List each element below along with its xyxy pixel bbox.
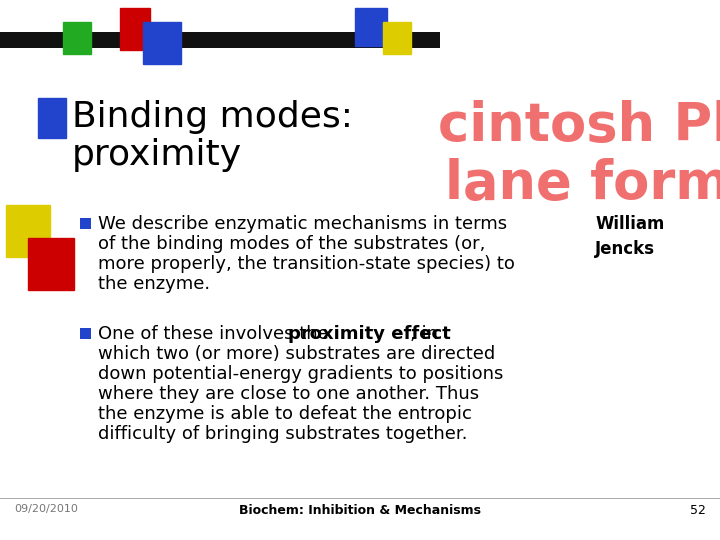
- Text: 52: 52: [690, 504, 706, 517]
- Text: , in: , in: [410, 325, 438, 343]
- Text: more properly, the transition-state species) to: more properly, the transition-state spec…: [98, 255, 515, 273]
- Text: proximity effect: proximity effect: [288, 325, 451, 343]
- Bar: [80, 218, 91, 229]
- Text: We describe enzymatic mechanisms in terms: We describe enzymatic mechanisms in term…: [98, 215, 507, 233]
- Bar: [6, 205, 50, 257]
- Text: William
Jencks: William Jencks: [595, 215, 665, 258]
- Text: lane form: lane form: [445, 158, 720, 210]
- Text: 09/20/2010: 09/20/2010: [14, 504, 78, 514]
- Bar: [80, 328, 91, 339]
- Bar: [355, 8, 387, 46]
- Text: of the binding modes of the substrates (or,: of the binding modes of the substrates (…: [98, 235, 485, 253]
- Text: difficulty of bringing substrates together.: difficulty of bringing substrates togeth…: [98, 425, 467, 443]
- Text: Binding modes:: Binding modes:: [72, 100, 353, 134]
- Bar: [38, 98, 66, 138]
- Bar: [120, 8, 150, 50]
- Text: the enzyme.: the enzyme.: [98, 275, 210, 293]
- Text: cintosh Pl: cintosh Pl: [438, 100, 720, 152]
- Text: down potential-energy gradients to positions: down potential-energy gradients to posit…: [98, 365, 503, 383]
- Bar: [28, 238, 74, 290]
- Text: the enzyme is able to defeat the entropic: the enzyme is able to defeat the entropi…: [98, 405, 472, 423]
- Text: which two (or more) substrates are directed: which two (or more) substrates are direc…: [98, 345, 495, 363]
- Text: Biochem: Inhibition & Mechanisms: Biochem: Inhibition & Mechanisms: [239, 504, 481, 517]
- Bar: [63, 22, 91, 54]
- Bar: [383, 22, 411, 54]
- Bar: [0, 32, 440, 48]
- Text: where they are close to one another. Thus: where they are close to one another. Thu…: [98, 385, 479, 403]
- Bar: [143, 22, 181, 64]
- Text: proximity: proximity: [72, 138, 242, 172]
- Text: One of these involves the: One of these involves the: [98, 325, 335, 343]
